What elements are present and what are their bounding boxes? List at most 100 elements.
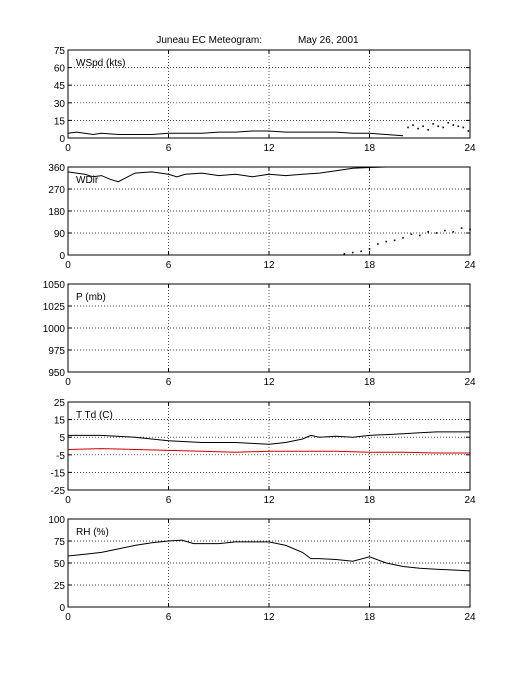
data-point	[460, 227, 463, 229]
y-tick-label: 950	[48, 368, 65, 379]
panel-3: 0 6 12 18 24 950 975 1000 1025 1050 P (mb)	[43, 280, 476, 388]
y-tick-label: 360	[48, 163, 65, 174]
y-tick-label: 180	[48, 207, 65, 218]
series-line-2	[67, 448, 470, 454]
data-point	[377, 243, 379, 245]
data-point	[457, 125, 460, 128]
x-tick-label: 18	[364, 495, 376, 506]
x-tick-label: 18	[364, 377, 376, 388]
y-tick-label: 975	[48, 346, 65, 357]
x-tick-label: 24	[464, 495, 476, 506]
data-point	[407, 126, 409, 129]
x-tick-label: 12	[263, 143, 275, 154]
panel-5: 0 6 12 18 24 0 25 50 75 100 RH (%)	[48, 515, 476, 623]
y-tick-label: 270	[48, 185, 65, 196]
data-point	[360, 250, 362, 253]
x-tick-label: 18	[364, 143, 376, 154]
x-tick-label: 0	[65, 143, 71, 154]
x-tick-label: 6	[166, 612, 172, 623]
y-tick-label: 1025	[43, 302, 66, 313]
y-tick-label: 15	[54, 416, 66, 427]
x-tick-label: 24	[464, 143, 476, 154]
data-point	[467, 130, 470, 132]
y-tick-label: -5	[56, 451, 65, 462]
data-point	[418, 234, 421, 237]
x-tick-label: 24	[464, 260, 476, 271]
x-tick-label: 6	[166, 495, 172, 506]
x-tick-label: 6	[166, 377, 172, 388]
panel-ylabel: WDir	[76, 175, 99, 186]
plot-frame	[67, 49, 471, 139]
data-point	[462, 126, 465, 129]
y-tick-label: 25	[54, 398, 66, 409]
chart-title-date: May 26, 2001	[298, 35, 359, 46]
y-tick-label: 25	[54, 581, 66, 592]
data-point	[385, 240, 388, 243]
plot-frame	[67, 401, 471, 491]
data-point	[343, 252, 346, 255]
data-point	[432, 123, 434, 125]
y-tick-label: 15	[54, 116, 66, 127]
chart-title-station: Juneau EC Meteogram:	[156, 35, 262, 46]
x-tick-label: 12	[263, 260, 275, 271]
x-tick-label: 12	[263, 377, 275, 388]
data-point	[417, 127, 419, 130]
data-point	[447, 121, 450, 124]
x-tick-label: 0	[65, 377, 71, 388]
y-tick-label: 1000	[43, 324, 66, 335]
x-tick-label: 6	[166, 143, 172, 154]
y-tick-label: -15	[51, 468, 66, 479]
series-line-1	[67, 539, 471, 572]
y-tick-label: 90	[54, 229, 66, 240]
x-tick-label: 0	[65, 612, 71, 623]
x-tick-label: 12	[263, 495, 275, 506]
data-point	[427, 230, 429, 233]
data-point	[427, 128, 429, 131]
data-point	[437, 125, 439, 128]
y-tick-label: 0	[59, 134, 65, 145]
y-tick-label: 45	[54, 81, 66, 92]
y-tick-label: 75	[54, 537, 66, 548]
y-tick-label: 50	[54, 559, 66, 570]
data-point	[452, 230, 455, 233]
series-line-1	[67, 166, 403, 183]
panel-1: 0 6 12 18 24 0 15 30 45 60 75 WSpd (kts)	[54, 46, 476, 154]
y-tick-label: 1050	[43, 280, 66, 291]
y-tick-label: 0	[59, 251, 65, 262]
data-point	[442, 126, 444, 129]
panel-4: 0 6 12 18 24 -25 -15 -5 5 15 25 T Td (C)	[51, 398, 476, 506]
series-line-1	[67, 130, 404, 137]
panel-2: 0 6 12 18 24 0 90 180 270 360 WDir	[48, 163, 476, 271]
x-tick-label: 24	[464, 377, 476, 388]
x-tick-label: 24	[464, 612, 476, 623]
panel-ylabel: RH (%)	[76, 527, 109, 538]
y-tick-label: 60	[54, 64, 66, 75]
x-tick-label: 6	[166, 260, 172, 271]
y-tick-label: 30	[54, 99, 66, 110]
y-tick-label: 5	[59, 433, 65, 444]
panel-ylabel: WSpd (kts)	[76, 58, 125, 69]
data-point	[402, 237, 404, 239]
data-point	[368, 248, 371, 250]
panel-ylabel: P (mb)	[76, 292, 106, 303]
data-point	[410, 233, 413, 236]
data-point	[435, 232, 438, 234]
data-point	[452, 124, 455, 126]
y-tick-label: -25	[51, 486, 66, 497]
data-point	[444, 229, 446, 232]
x-tick-label: 12	[263, 612, 275, 623]
data-point	[422, 125, 424, 128]
y-tick-label: 75	[54, 46, 66, 57]
x-tick-label: 18	[364, 612, 376, 623]
y-tick-label: 0	[59, 603, 65, 614]
series-line-1	[68, 431, 470, 445]
data-point	[393, 239, 396, 242]
y-tick-label: 100	[48, 515, 65, 526]
x-tick-label: 0	[65, 495, 71, 506]
panel-ylabel: T Td (C)	[76, 410, 113, 421]
x-tick-label: 18	[364, 260, 376, 271]
x-tick-label: 0	[65, 260, 71, 271]
data-point	[412, 124, 414, 126]
